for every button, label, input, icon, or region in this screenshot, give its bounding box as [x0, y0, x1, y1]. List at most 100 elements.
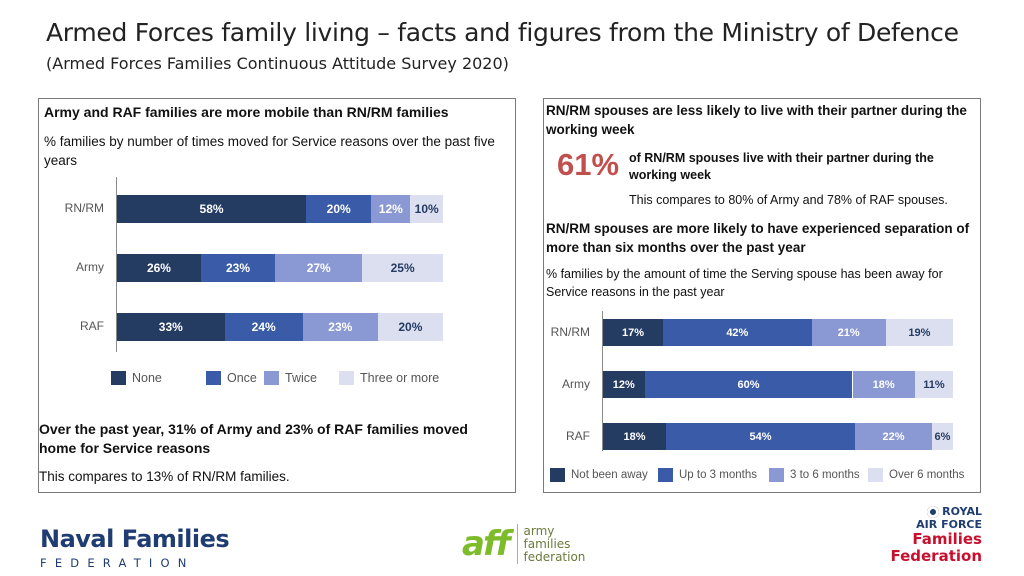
- stat-compare: This compares to 80% of Army and 78% of …: [629, 193, 948, 207]
- data-label: 24%: [251, 320, 276, 334]
- legend-item: Up to 3 months: [658, 468, 757, 482]
- legend-label: Not been away: [571, 469, 648, 481]
- stacked-bar: 58% 20% 12% 10%: [117, 195, 443, 223]
- legend-swatch: [658, 468, 673, 482]
- legend-swatch: [111, 371, 126, 385]
- data-label: 11%: [923, 378, 945, 391]
- category-label: RAF: [80, 319, 104, 333]
- roundel-icon: [927, 505, 940, 518]
- raf-logo-royal: ROYAL: [942, 505, 982, 518]
- legend-label: 3 to 6 months: [790, 469, 860, 481]
- aff-logo-army: army: [523, 523, 555, 538]
- legend-label: Three or more: [360, 371, 440, 385]
- raf-logo-airforce: AIR FORCE: [916, 518, 982, 531]
- mobility-chart-caption: % families by number of times moved for …: [44, 134, 495, 168]
- legend-item: 3 to 6 months: [769, 468, 860, 482]
- data-label: 33%: [158, 320, 183, 334]
- data-label: 60%: [737, 378, 760, 391]
- mobility-heading: Army and RAF families are more mobile th…: [44, 104, 449, 120]
- nff-logo-name: Naval Families: [40, 525, 230, 553]
- mobility-footer-text: This compares to 13% of RN/RM families.: [39, 469, 290, 484]
- bar-segment: 20%: [377, 313, 443, 341]
- page-subtitle: (Armed Forces Families Continuous Attitu…: [46, 54, 509, 73]
- legend-item: Once: [206, 371, 257, 385]
- separation-legend: Not been away Up to 3 months 3 to 6 months…: [550, 468, 980, 486]
- legend-label: Once: [227, 371, 257, 385]
- data-label: 10%: [414, 202, 439, 216]
- data-label: 58%: [199, 202, 224, 216]
- army-families-federation-logo: aff army families federation: [462, 524, 585, 564]
- bar-segment: 10%: [410, 195, 443, 223]
- bar-segment: 22%: [855, 423, 932, 450]
- bar-segment: 11%: [914, 371, 953, 398]
- legend-item: Not been away: [550, 468, 648, 482]
- bar-segment: 33%: [117, 313, 225, 341]
- legend-swatch: [868, 468, 883, 482]
- aff-logo-families: families: [523, 536, 571, 551]
- bar-segment: 20%: [306, 195, 372, 223]
- legend-label: Up to 3 months: [679, 469, 757, 481]
- bar-segment: 19%: [885, 319, 953, 346]
- bar-segment: 54%: [666, 423, 855, 450]
- bar-segment: 18%: [603, 423, 666, 450]
- separation-chart: RN/RM 17% 42% 21% 19% Army 12% 60% 18% 11% RAF 18% 5…: [544, 311, 982, 461]
- mobility-footer-bold: Over the past year, 31% of Army and 23% …: [39, 421, 468, 456]
- page-title: Armed Forces family living – facts and f…: [46, 18, 959, 47]
- data-label: 6%: [934, 430, 951, 443]
- aff-logo-mark: aff: [462, 524, 511, 564]
- legend-label: None: [132, 371, 162, 385]
- naval-families-federation-logo: Naval Families FEDERATION: [40, 525, 230, 570]
- legend-item: Three or more: [339, 371, 439, 385]
- data-label: 12%: [612, 378, 635, 391]
- bar-segment: 60%: [644, 371, 853, 398]
- stat-description: of RN/RM spouses live with their partner…: [629, 151, 934, 182]
- legend-item: Over 6 months: [868, 468, 964, 482]
- data-label: 18%: [872, 378, 895, 391]
- separation-heading-2: RN/RM spouses are more likely to have ex…: [546, 221, 970, 255]
- aff-logo-federation: federation: [523, 549, 586, 564]
- data-label: 54%: [749, 430, 772, 443]
- legend-swatch: [339, 371, 354, 385]
- category-axis: [602, 311, 603, 451]
- data-label: 20%: [326, 202, 351, 216]
- data-label: 19%: [908, 326, 931, 339]
- bar-segment: 58%: [117, 195, 307, 223]
- bar-segment: 17%: [603, 319, 664, 346]
- legend-label: Twice: [285, 371, 317, 385]
- bar-segment: 23%: [302, 313, 378, 341]
- stacked-bar: 33% 24% 23% 20%: [117, 313, 443, 341]
- bar-segment: 12%: [371, 195, 411, 223]
- category-axis: [116, 177, 117, 352]
- bar-segment: 6%: [932, 423, 953, 450]
- bar-segment: 21%: [811, 319, 886, 346]
- stacked-bar: 12% 60% 18% 11%: [603, 371, 953, 398]
- bar-segment: 18%: [852, 371, 915, 398]
- nff-logo-sub: FEDERATION: [40, 556, 195, 570]
- mobility-panel: Army and RAF families are more mobile th…: [38, 98, 516, 493]
- bar-segment: 12%: [603, 371, 645, 398]
- big-stat: 61%: [557, 147, 620, 182]
- category-label: RAF: [566, 428, 590, 443]
- data-label: 26%: [146, 261, 171, 275]
- mobility-chart: RN/RM 58% 20% 12% 10% Army 26% 23% 27% 25% RAF 33% 2…: [39, 177, 517, 392]
- raf-families-federation-logo: ROYAL AIR FORCE Families Federation: [882, 505, 982, 565]
- stacked-bar: 26% 23% 27% 25%: [117, 254, 443, 282]
- category-label: Army: [562, 376, 590, 391]
- category-label: Army: [76, 260, 104, 274]
- bar-segment: 23%: [200, 254, 276, 282]
- separation-heading: RN/RM spouses are less likely to live wi…: [546, 103, 967, 137]
- raf-logo-families: Families: [912, 530, 982, 548]
- bar-segment: 26%: [117, 254, 201, 282]
- data-label: 42%: [726, 326, 749, 339]
- data-label: 27%: [306, 261, 331, 275]
- bar-segment: 27%: [275, 254, 363, 282]
- separation-chart-caption: % families by the amount of time the Ser…: [546, 267, 943, 299]
- separation-panel: RN/RM spouses are less likely to live wi…: [543, 98, 981, 493]
- data-label: 22%: [882, 430, 905, 443]
- data-label: 17%: [622, 326, 645, 339]
- legend-swatch: [769, 468, 784, 482]
- legend-label: Over 6 months: [889, 469, 965, 481]
- bar-segment: 42%: [663, 319, 812, 346]
- data-label: 25%: [390, 261, 415, 275]
- raf-logo-federation: Federation: [890, 547, 982, 565]
